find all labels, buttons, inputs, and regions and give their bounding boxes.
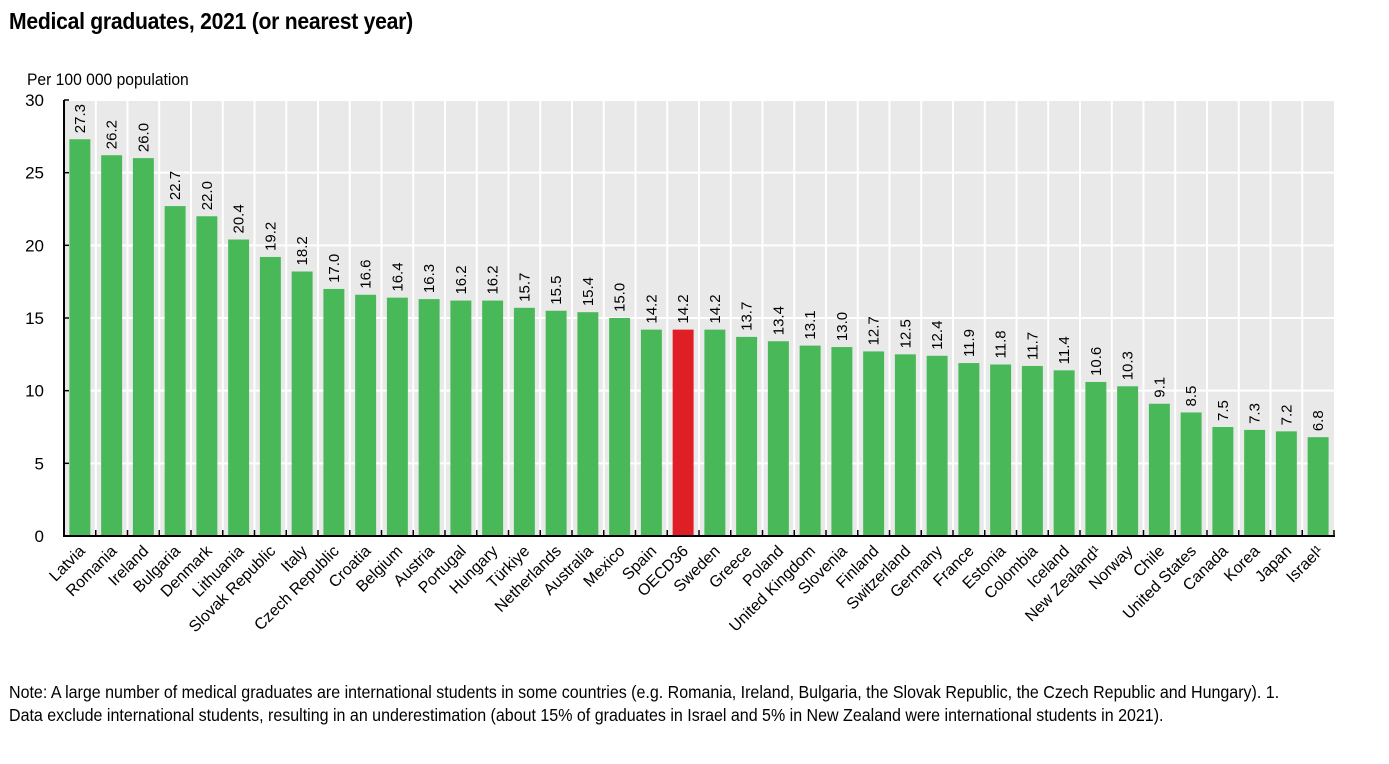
bar — [228, 239, 250, 536]
bar — [513, 307, 535, 536]
bars — [69, 139, 1329, 537]
bar — [736, 336, 758, 536]
value-label: 27.3 — [72, 104, 89, 133]
y-tick-label: 25 — [25, 164, 44, 183]
value-label: 16.6 — [358, 260, 375, 289]
bar — [450, 300, 472, 536]
value-label: 15.5 — [548, 276, 565, 305]
value-label: 16.2 — [485, 265, 502, 294]
value-label: 22.7 — [167, 171, 184, 200]
value-label: 12.4 — [929, 321, 946, 350]
value-label: 18.2 — [294, 236, 311, 265]
value-label: 6.8 — [1310, 410, 1327, 431]
y-tick-label: 20 — [25, 236, 44, 255]
bar — [1307, 437, 1329, 536]
bar — [799, 345, 821, 536]
value-label: 11.7 — [1024, 332, 1041, 360]
y-tick-label: 0 — [35, 527, 44, 546]
bar — [1085, 381, 1107, 536]
y-tick-labels: 0 5 10 15 20 25 30 — [25, 91, 44, 546]
value-label: 12.5 — [897, 319, 914, 348]
bar — [1275, 431, 1297, 536]
value-label: 13.0 — [834, 312, 851, 341]
bar — [482, 300, 504, 536]
value-label: 15.0 — [612, 283, 629, 312]
bar — [609, 318, 631, 536]
value-label: 14.2 — [675, 294, 692, 323]
bar — [259, 256, 281, 536]
value-label: 10.6 — [1088, 347, 1105, 376]
y-axis-label: Per 100 000 population — [27, 70, 189, 89]
bar — [767, 341, 789, 536]
value-label: 13.1 — [802, 310, 819, 339]
bar-highlight — [672, 329, 694, 536]
value-label: 13.4 — [770, 306, 787, 335]
y-tick-label: 15 — [25, 309, 44, 328]
value-label: 7.2 — [1278, 405, 1295, 426]
bar — [1117, 386, 1139, 536]
bar — [958, 363, 980, 536]
value-label: 13.7 — [739, 302, 756, 331]
value-label: 14.2 — [707, 294, 724, 323]
value-label: 14.2 — [643, 294, 660, 323]
value-label: 11.4 — [1056, 336, 1073, 364]
bar — [132, 158, 154, 536]
value-label: 19.2 — [262, 222, 279, 251]
x-tick-label: Israel¹ — [1283, 543, 1326, 586]
bar — [577, 312, 599, 536]
value-label: 9.1 — [1151, 377, 1168, 398]
value-label: 7.3 — [1247, 403, 1264, 424]
value-label: 17.0 — [326, 254, 343, 283]
bar — [926, 355, 948, 536]
value-label: 10.3 — [1120, 351, 1137, 380]
bar — [990, 364, 1012, 536]
bar — [164, 206, 186, 537]
bar — [69, 139, 91, 537]
value-label: 26.2 — [104, 120, 121, 149]
axes — [63, 99, 1335, 537]
bar — [1021, 365, 1043, 536]
bar — [386, 297, 408, 536]
bar — [196, 216, 218, 536]
value-label: 16.2 — [453, 265, 470, 294]
bar — [101, 155, 123, 536]
bar — [704, 329, 726, 536]
bar — [863, 351, 885, 536]
value-label: 15.4 — [580, 277, 597, 306]
value-label: 11.9 — [961, 329, 978, 357]
bar — [323, 288, 345, 536]
bar — [1244, 429, 1266, 536]
chart-note: Note: A large number of medical graduate… — [9, 682, 1280, 725]
y-tick-label: 10 — [25, 382, 44, 401]
value-label: 15.7 — [516, 273, 533, 302]
value-labels: 27.3 26.2 26.0 22.7 22.0 20.4 19.2 18.2 17.0 16.6… — [72, 104, 1327, 431]
x-tick-labels: LatviaRomaniaIrelandBulgariaDenmarkLithu… — [46, 542, 1326, 636]
bar — [640, 329, 662, 536]
value-label: 11.8 — [993, 330, 1010, 358]
bar — [831, 347, 853, 536]
bar — [418, 299, 440, 536]
value-label: 7.5 — [1215, 400, 1232, 421]
bar — [894, 354, 916, 536]
bar — [1212, 427, 1234, 536]
value-label: 16.4 — [389, 262, 406, 291]
value-label: 22.0 — [199, 181, 216, 210]
gridlines — [64, 99, 1334, 536]
bar — [1148, 403, 1170, 536]
value-label: 12.7 — [866, 316, 883, 345]
y-tick-label: 5 — [35, 454, 44, 473]
value-label: 20.4 — [231, 204, 248, 233]
y-tick-label: 30 — [25, 91, 44, 110]
value-label: 16.3 — [421, 264, 438, 293]
bar — [1180, 412, 1202, 536]
bar — [1053, 370, 1075, 536]
bar — [291, 271, 313, 536]
bar — [545, 310, 567, 536]
value-label: 26.0 — [135, 123, 152, 152]
value-label: 8.5 — [1183, 386, 1200, 407]
bar-chart: 27.3 26.2 26.0 22.7 22.0 20.4 19.2 18.2 17.0 16.6… — [25, 91, 1335, 636]
bar — [355, 294, 377, 536]
chart-title: Medical graduates, 2021 (or nearest year… — [9, 8, 413, 34]
